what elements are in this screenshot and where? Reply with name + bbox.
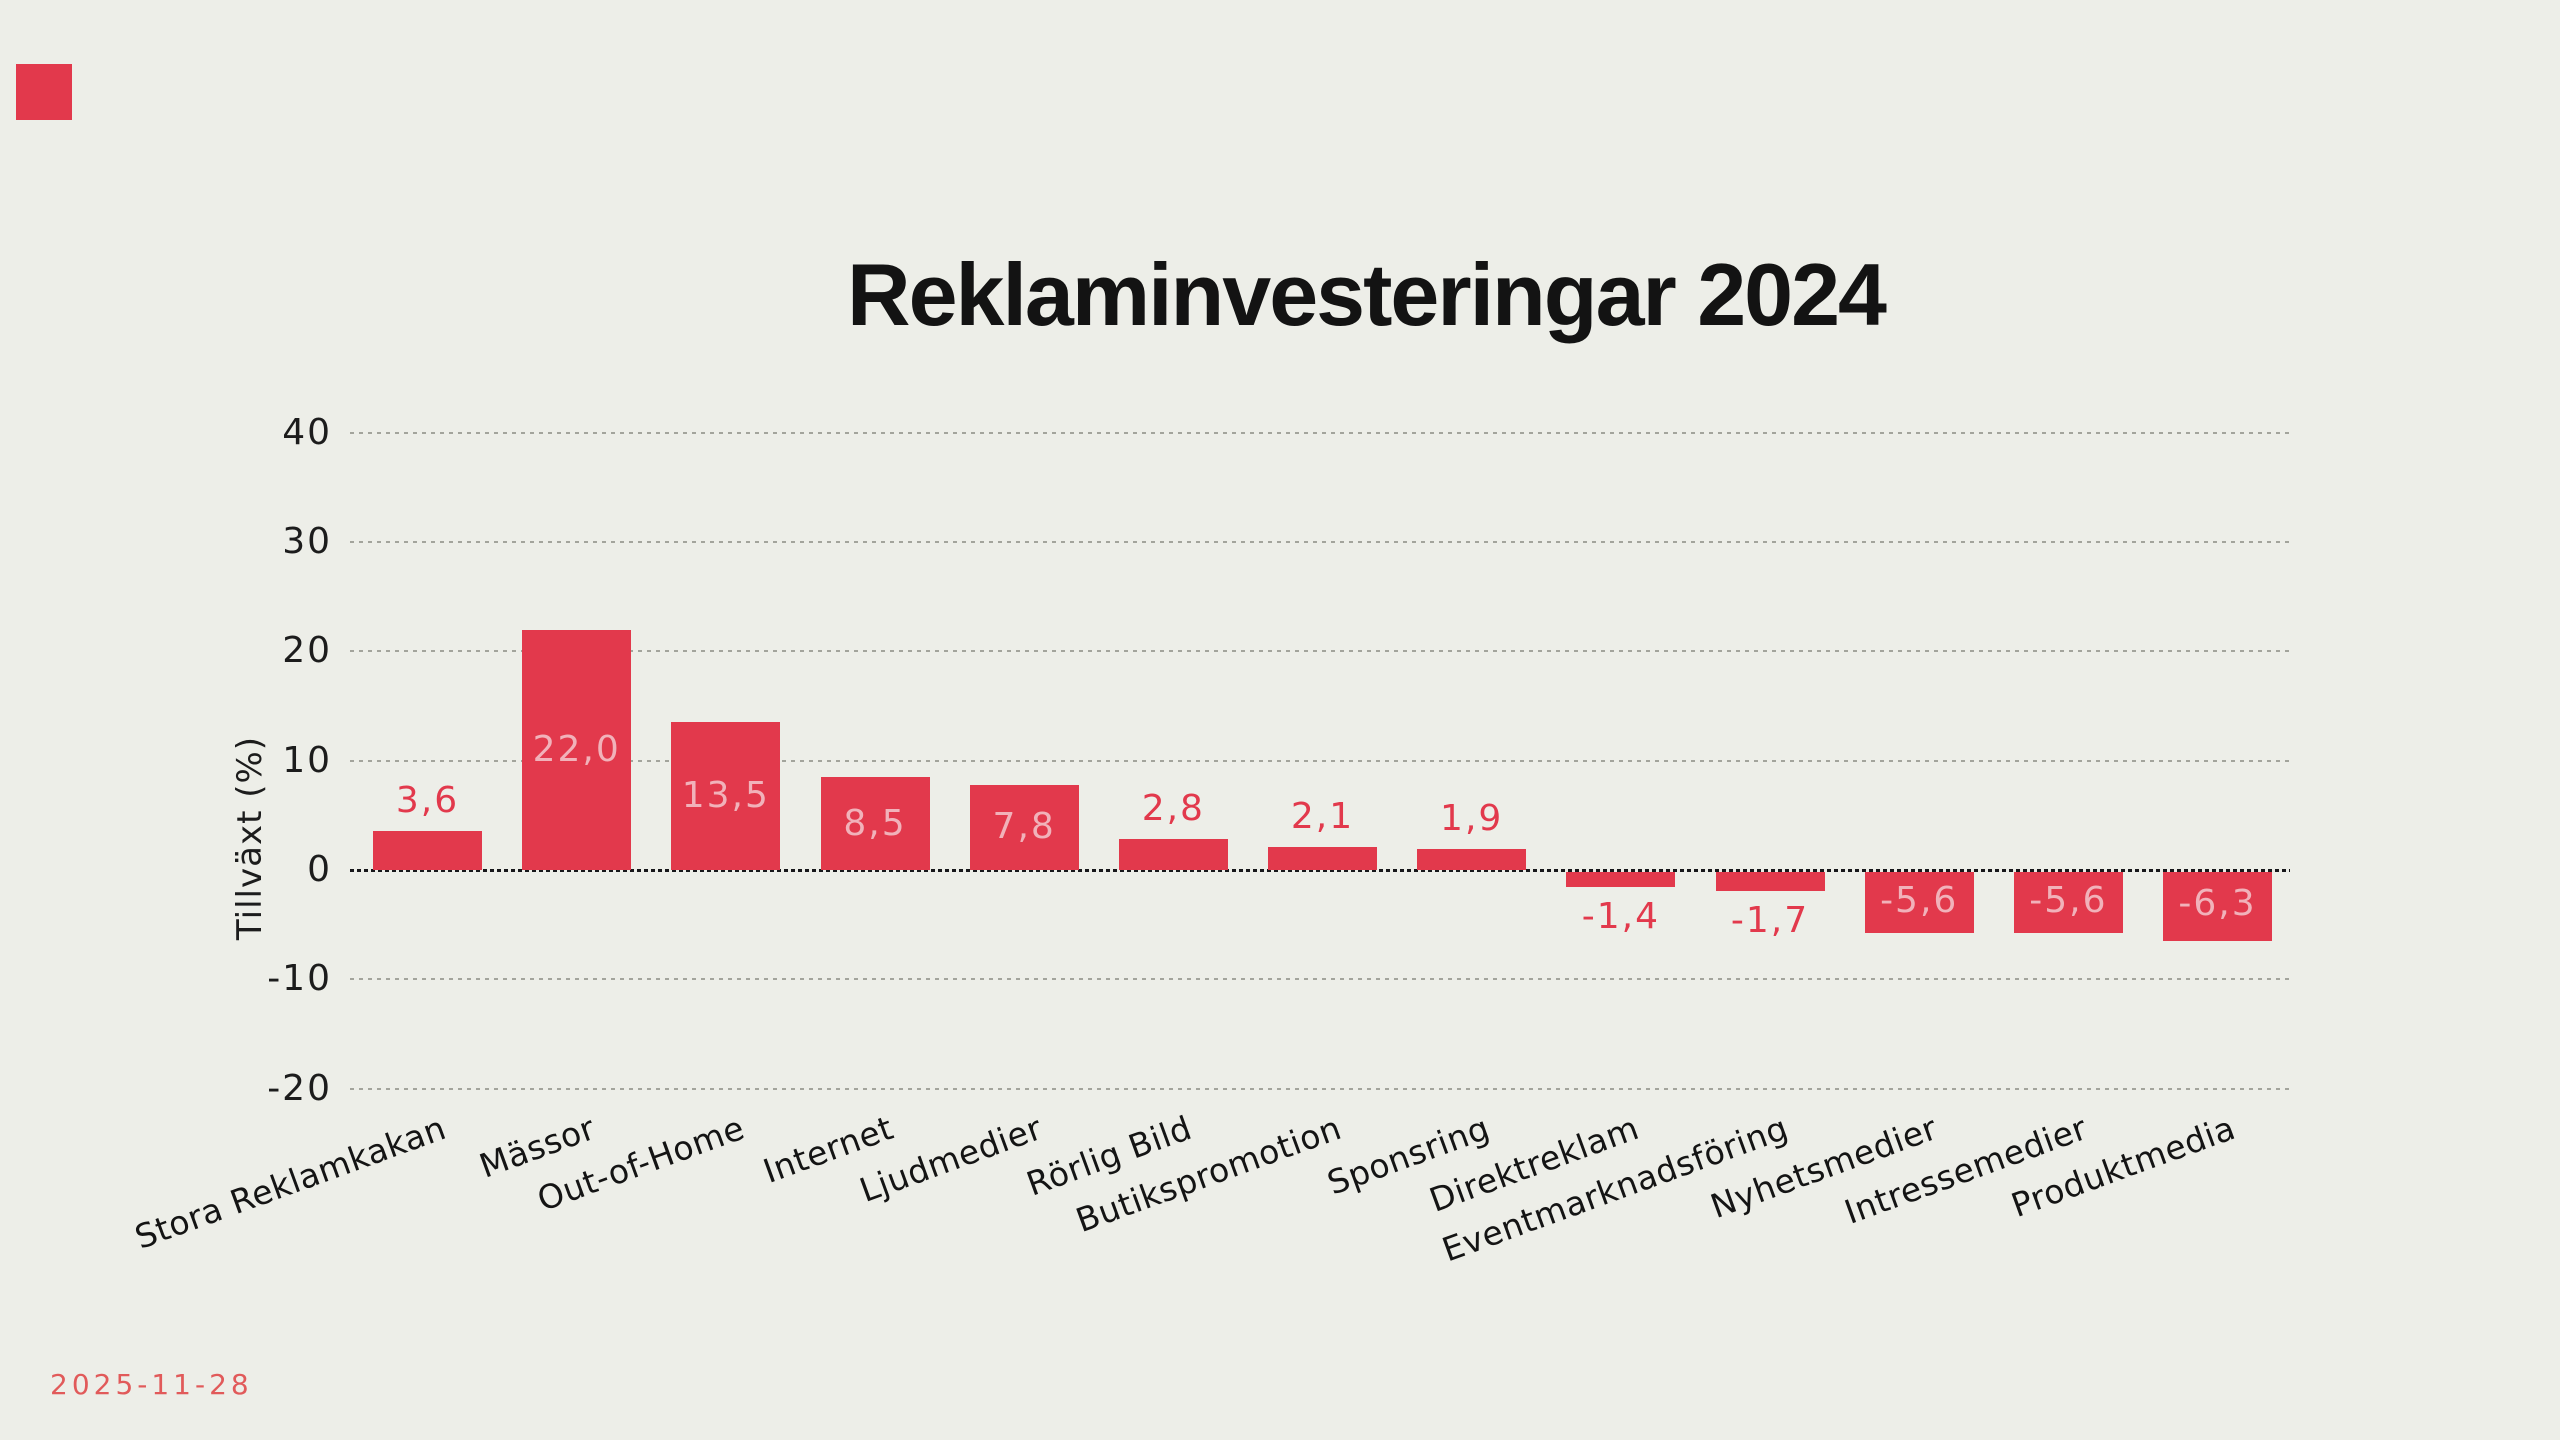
y-tick-label: 0 (307, 849, 332, 890)
bar (671, 722, 781, 870)
chart-title: Reklaminvesteringar 2024 (847, 245, 1887, 344)
bar-value-label: 2,8 (1141, 788, 1205, 830)
bar-value-label: 7,8 (992, 806, 1056, 848)
bar-value-label: 2,1 (1290, 796, 1355, 838)
gridline (350, 1087, 2290, 1090)
y-tick-label: -20 (267, 1067, 332, 1109)
bar (820, 777, 930, 870)
bar-value-label: 13,5 (681, 775, 770, 817)
bar (1268, 847, 1378, 870)
bar (1864, 872, 1974, 934)
y-tick-label: -10 (267, 958, 332, 1000)
gridline (350, 759, 2290, 762)
bar-value-label: -6,3 (2178, 883, 2257, 925)
bar-value-label: -5,6 (1880, 879, 1959, 921)
brand-logo (16, 64, 72, 120)
y-tick-label: 10 (282, 739, 332, 781)
gridline (350, 541, 2290, 544)
zero-gridline (350, 869, 2290, 872)
bar-value-label: 22,0 (532, 728, 621, 770)
bar (969, 784, 1079, 870)
bar-value-label: -1,7 (1730, 899, 1810, 941)
bar (522, 629, 632, 870)
y-tick-label: 20 (282, 630, 332, 672)
bar (2013, 872, 2123, 934)
bar (1417, 849, 1527, 870)
gridline (350, 978, 2290, 981)
x-category-label: Stora Reklamkakan (129, 1108, 451, 1257)
bar (373, 830, 482, 870)
date-stamp: 2025-11-28 (50, 1368, 253, 1401)
bar-value-label: -1,4 (1581, 896, 1660, 938)
bar (1715, 872, 1825, 891)
y-tick-label: 30 (282, 521, 332, 563)
gridline (350, 431, 2290, 434)
bar-value-label: 1,9 (1440, 798, 1504, 840)
y-tick-label: 40 (282, 411, 332, 453)
bar (1118, 839, 1228, 870)
bar (2163, 872, 2273, 941)
bar-value-label: -5,6 (2029, 879, 2108, 921)
bar-value-label: 3,6 (395, 779, 460, 821)
gridline (350, 650, 2290, 653)
bar (1566, 872, 1676, 888)
bar-value-label: 8,5 (843, 802, 907, 844)
